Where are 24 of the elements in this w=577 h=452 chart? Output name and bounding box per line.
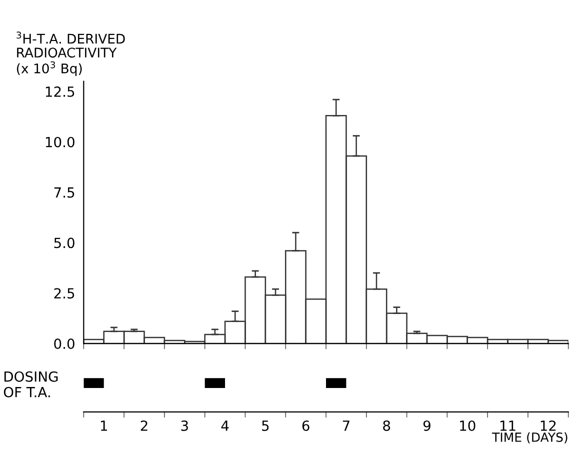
- x-tick-label: 5: [262, 420, 269, 431]
- x-tick-label: 6: [302, 420, 310, 431]
- y-tick-label: 0.0: [54, 338, 74, 349]
- x-tick-label: 9: [423, 420, 430, 431]
- x-tick-label: 10: [460, 420, 476, 431]
- x-tick-label: 11: [500, 420, 516, 431]
- x-axis-title: TIME (DAYS): [492, 432, 568, 444]
- x-tick-label: 3: [181, 420, 188, 431]
- y-axis-title: $^{3}$H-T.A. DERIVED RADIOACTIVITY (x 10$^{3}$ Bq): [16, 32, 125, 76]
- y-tick-label: DOSING OF T.A.: [4, 371, 58, 398]
- y-tick-label: 10.0: [46, 136, 74, 148]
- bar: [204, 378, 226, 388]
- x-tick-label: 12: [540, 420, 556, 431]
- y-tick-label: 12.5: [46, 86, 74, 97]
- x-tick-label: 4: [221, 420, 229, 431]
- x-tick-label: 7: [342, 420, 350, 431]
- y-tick-label: 7.5: [54, 187, 74, 198]
- y-tick-label: 5.0: [54, 238, 74, 248]
- bar: [326, 378, 346, 388]
- x-tick-label: 1: [100, 420, 107, 431]
- x-tick-label: 2: [140, 420, 148, 431]
- x-tick-label: 8: [383, 420, 390, 431]
- bar: [84, 378, 104, 388]
- y-tick-label: 2.5: [54, 288, 74, 299]
